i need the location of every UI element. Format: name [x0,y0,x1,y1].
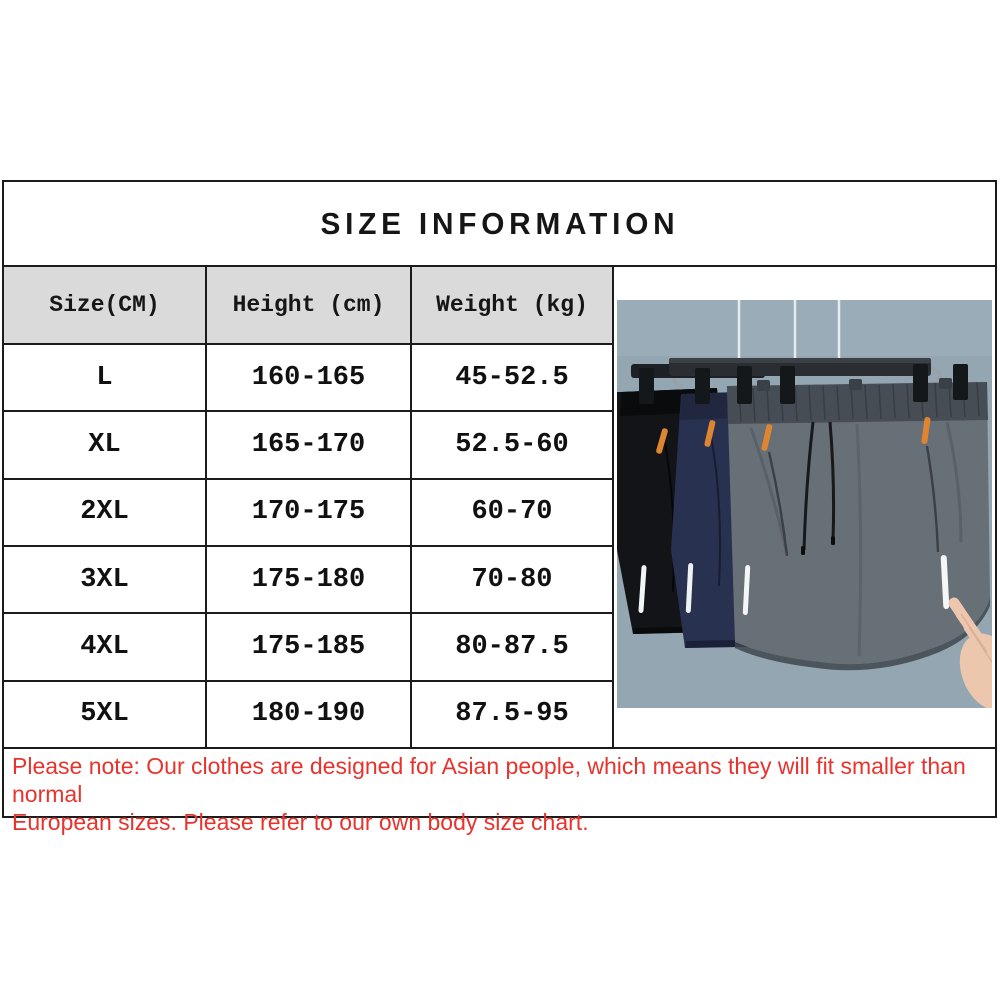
row-4XL-weight: 80-87.5 [412,614,614,682]
row-XL-size: XL [4,412,207,480]
row-2XL-height: 170-175 [207,479,412,547]
size-note: Please note: Our clothes are designed fo… [4,749,995,835]
row-L-weight: 45-52.5 [412,345,614,413]
size-note-line-2: European sizes. Please refer to our own … [12,809,589,835]
row-2XL-size: 2XL [4,479,207,547]
row-XL-weight: 52.5-60 [412,412,614,480]
row-L-height: 160-165 [207,345,412,413]
header-cell-weight: Weight (kg) [412,267,614,345]
row-XL-height: 165-170 [207,412,412,480]
hanger-bars [631,358,943,388]
title-row: SIZE INFORMATION [4,182,995,267]
row-2XL-weight: 60-70 [412,479,614,547]
row-3XL-weight: 70-80 [412,547,614,615]
size-note-line-1: Please note: Our clothes are designed fo… [12,753,966,807]
size-chart-table: SIZE INFORMATION Size(CM) Height (cm) We… [2,180,997,835]
header-cell-size: Size(CM) [4,267,207,345]
page-title: SIZE INFORMATION [320,205,679,241]
row-5XL-size: 5XL [4,681,207,749]
row-3XL-height: 175-180 [207,547,412,615]
shorts-gray [727,378,990,671]
header-cell-height: Height (cm) [207,267,412,345]
product-photo-image [617,300,992,708]
hanger-wires [737,300,841,366]
row-4XL-height: 175-185 [207,614,412,682]
row-4XL-size: 4XL [4,614,207,682]
product-photo-cell [614,267,995,749]
row-5XL-weight: 87.5-95 [412,681,614,749]
row-5XL-height: 180-190 [207,681,412,749]
hand [948,597,992,708]
row-3XL-size: 3XL [4,547,207,615]
row-L-size: L [4,345,207,413]
hanger-clips [639,364,968,404]
